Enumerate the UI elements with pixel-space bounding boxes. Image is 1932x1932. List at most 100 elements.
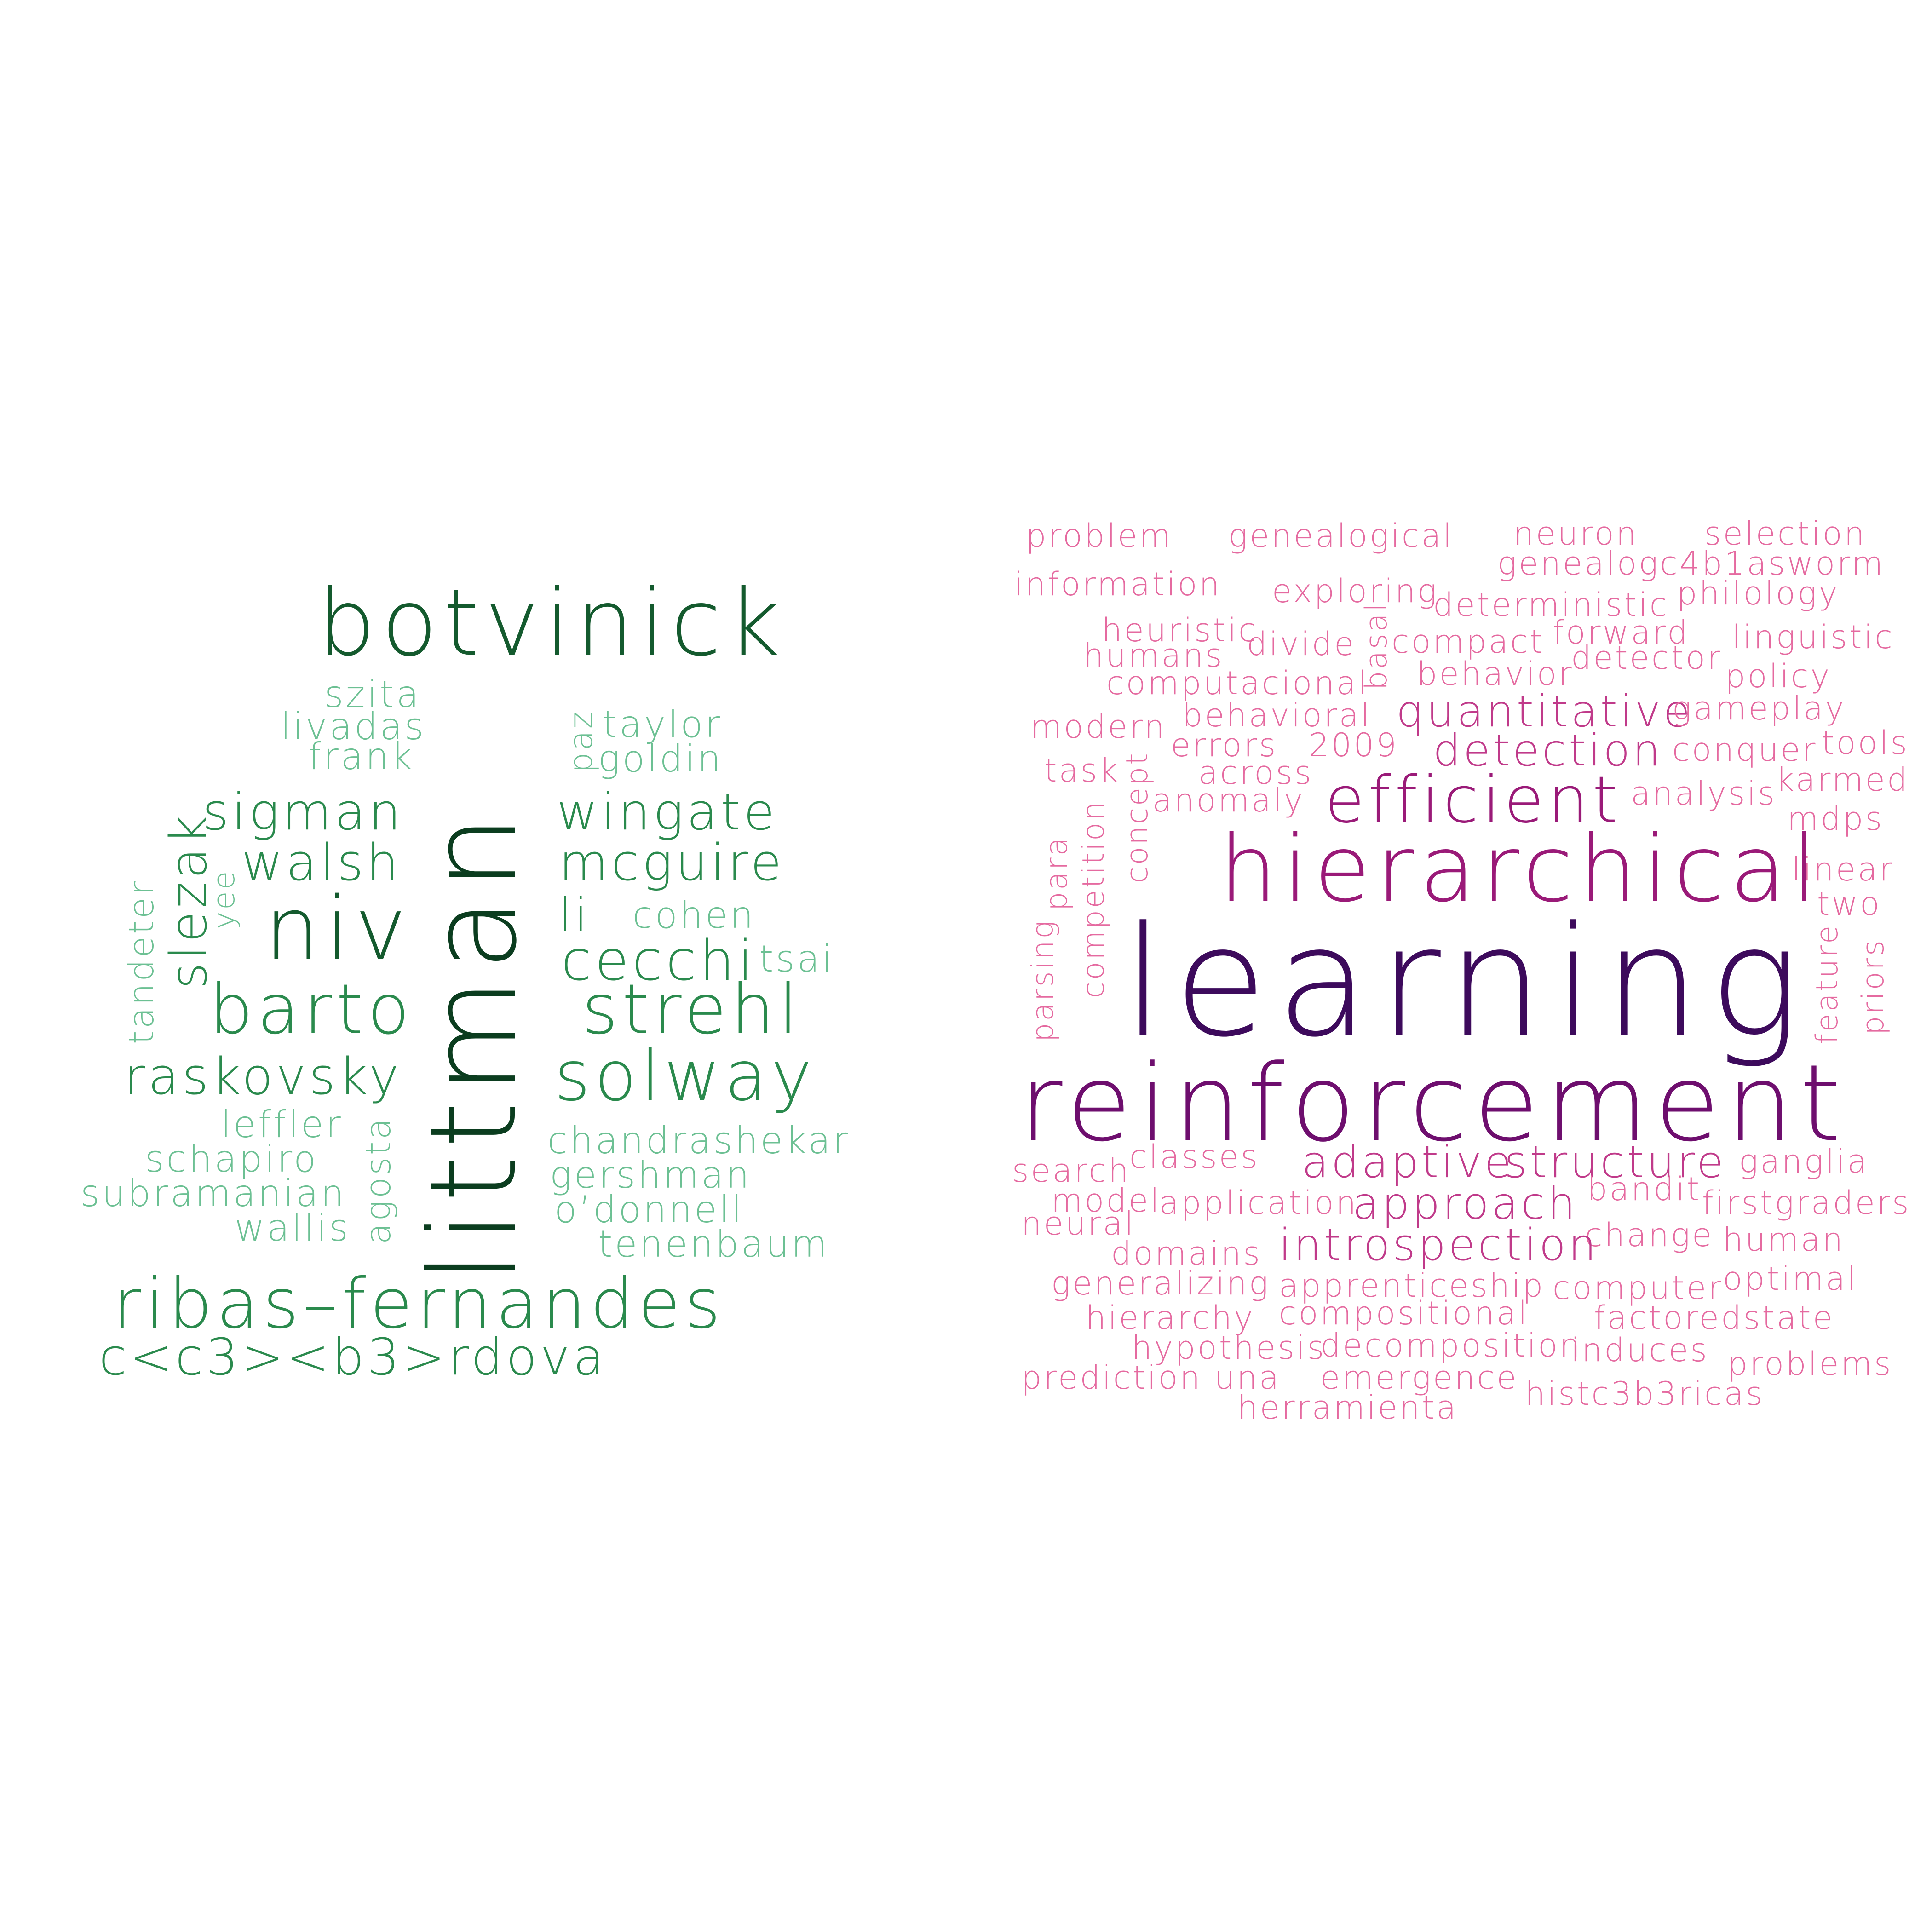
word-structure: structure [1504,1137,1726,1188]
word-barto: barto [209,970,414,1050]
word-task: task [1044,752,1120,789]
word-analysis: analysis [1631,775,1777,812]
word-emergence: emergence [1320,1359,1518,1397]
word-humans: humans [1083,637,1224,674]
word-problem: problem [1026,517,1173,555]
word-computer: computer [1552,1269,1724,1307]
word-two: two [1817,885,1882,923]
word-taylor: taylor [603,703,723,746]
word-karmed: karmed [1776,761,1909,799]
word-para: para [1040,835,1074,911]
word-induces: induces [1571,1331,1709,1369]
word-genealogical: genealogical [1228,517,1454,555]
word-compact: compact [1392,623,1545,661]
word-competition: competition [1076,799,1111,998]
word-domains: domains [1111,1235,1262,1272]
word-application: application [1159,1184,1358,1222]
word-neural: neural [1021,1205,1136,1242]
word-walsh: walsh [242,833,402,892]
word-adaptive: adaptive [1302,1137,1514,1188]
word-factoredstate: factoredstate [1594,1299,1834,1337]
word-raskovsky: raskovsky [124,1047,402,1106]
word-change: change [1585,1216,1714,1254]
word-solway: solway [554,1036,816,1116]
word-ganglia: ganglia [1739,1143,1869,1180]
word-goldin: goldin [598,737,723,780]
word-divide: divide [1247,625,1356,663]
word-compositional: compositional [1279,1294,1529,1332]
word-forward: forward [1552,614,1690,651]
word-decomposition: decomposition [1320,1327,1582,1364]
word-reinforcement: reinforcement [1019,1042,1847,1165]
word-herramienta: herramienta [1237,1389,1458,1426]
word-livadas: livadas [281,705,426,748]
word-cecchi: cecchi [561,929,757,993]
word-classes: classes [1129,1138,1259,1176]
word-tenenbaum: tenenbaum [598,1223,829,1265]
word-bandit: bandit [1587,1170,1702,1208]
word-chandrashekar: chandrashekar [547,1119,850,1162]
word-histc3b3ricas: histc3b3ricas [1525,1375,1765,1413]
word-problems: problems [1727,1345,1893,1383]
word-hierarchy: hierarchy [1086,1299,1255,1337]
word-niv: niv [264,878,412,980]
word-sigman: sigman [202,782,404,841]
word-firstgraders: firstgraders [1702,1184,1911,1222]
word-heuristic: heuristic [1102,611,1258,649]
word-philology: philology [1677,575,1840,612]
word-generalizing: generalizing [1051,1265,1271,1302]
word-gameplay: gameplay [1672,690,1846,727]
word-tools: tools [1822,724,1909,762]
word-2009: 2009 [1309,726,1398,764]
word-search: search [1012,1152,1131,1190]
word-learning: learning [1122,894,1810,1070]
word-wingate: wingate [557,782,778,841]
word-szita: szita [324,673,421,716]
word-approach: approach [1352,1179,1578,1229]
word-information: information [1014,565,1222,603]
word-behavioral: behavioral [1182,696,1372,734]
word-introspection: introspection [1279,1220,1599,1271]
word-apprenticeship: apprenticeship [1279,1267,1545,1305]
word-anomaly: anomaly [1152,782,1305,819]
word-computacional: computacional [1106,664,1369,702]
word-selection: selection [1704,515,1867,552]
word-policy: policy [1725,657,1832,695]
word-exploring: exploring [1272,572,1439,610]
word-tsai: tsai [759,937,834,980]
word-odonnell: o’donnell [554,1188,744,1231]
word-frank: frank [308,735,415,778]
word-detector: detector [1571,639,1723,677]
word-quantitative: quantitative [1396,686,1693,737]
word-una: una [1214,1359,1281,1397]
word-linear: linear [1792,851,1895,888]
word-priors: priors [1856,938,1891,1035]
word-modern: modern [1030,708,1167,746]
word-optimal: optimal [1723,1260,1858,1298]
word-model: model [1051,1182,1161,1219]
word-across: across [1198,754,1313,792]
word-genealogc4b1asworm: genealogc4b1asworm [1497,545,1885,582]
word-mdps: mdps [1787,800,1884,838]
word-mcguire: mcguire [559,833,785,892]
word-ribas-fernandes: ribas–fernandes [113,1264,725,1344]
word-feature: feature [1810,924,1845,1044]
word-hypothesis: hypothesis [1132,1329,1326,1367]
word-neuron: neuron [1513,515,1639,552]
word-efficient: efficient [1325,763,1622,838]
word-schapiro: schapiro [145,1138,318,1180]
word-prediction: prediction [1021,1359,1202,1397]
word-strehl: strehl [582,970,802,1050]
word-parsing: parsing [1026,919,1060,1042]
word-linguistic: linguistic [1732,618,1894,656]
word-cohen: cohen [632,894,756,937]
word-li: li [559,888,590,942]
word-human: human [1723,1221,1845,1259]
word-hierarchical: hierarchical [1219,816,1823,923]
word-deterministic: deterministic [1433,586,1669,624]
word-leffler: leffler [221,1103,343,1146]
word-botvinick: botvinick [317,569,786,677]
word-behavior: behavior [1417,655,1574,693]
word-cordova: c<c3><b3>rdova [99,1328,607,1386]
